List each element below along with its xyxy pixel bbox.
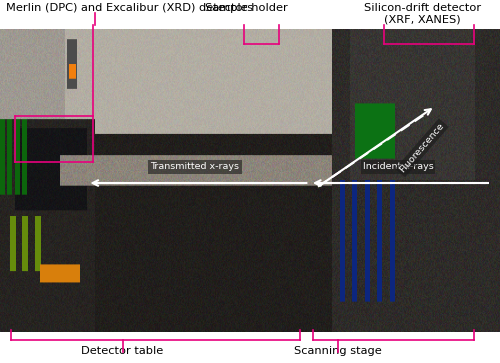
Text: Fluorescence: Fluorescence [398,121,446,175]
Text: Merlin (DPC) and Excalibur (XRD) detectors: Merlin (DPC) and Excalibur (XRD) detecto… [6,3,253,13]
Text: Detector table: Detector table [82,346,164,356]
Text: Incident x-rays: Incident x-rays [362,163,434,171]
Text: Transmitted x-rays: Transmitted x-rays [150,163,240,171]
Text: Scanning stage: Scanning stage [294,346,382,356]
Text: Sample holder: Sample holder [204,3,288,13]
Text: Silicon-drift detector
(XRF, XANES): Silicon-drift detector (XRF, XANES) [364,3,481,24]
